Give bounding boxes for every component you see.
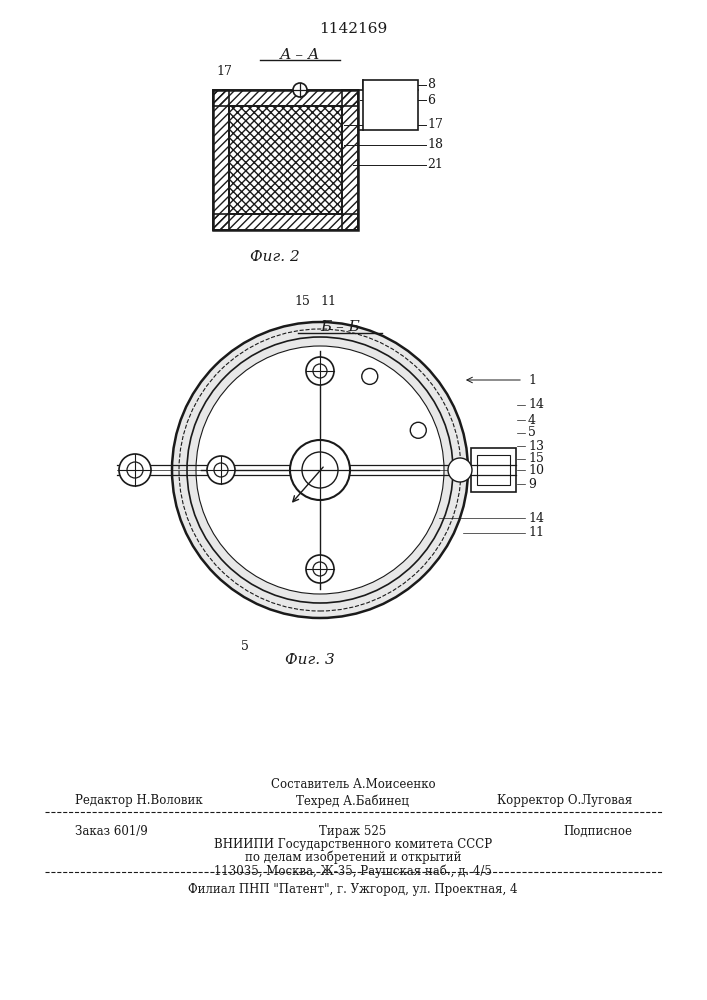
- Text: 15: 15: [528, 452, 544, 466]
- Circle shape: [214, 463, 228, 477]
- Circle shape: [290, 440, 350, 500]
- Circle shape: [293, 83, 307, 97]
- Text: Корректор О.Луговая: Корректор О.Луговая: [497, 794, 632, 807]
- Bar: [213, 90, 358, 106]
- Text: 8: 8: [428, 79, 436, 92]
- Text: 21: 21: [428, 158, 443, 172]
- Text: Составитель А.Моисеенко: Составитель А.Моисеенко: [271, 778, 436, 791]
- Text: Редактор Н.Воловик: Редактор Н.Воловик: [75, 794, 203, 807]
- Circle shape: [362, 368, 378, 384]
- Text: Подписное: Подписное: [563, 825, 632, 838]
- Circle shape: [306, 555, 334, 583]
- Bar: [228, 106, 341, 214]
- Text: 17: 17: [216, 65, 233, 78]
- Text: Б – Б: Б – Б: [320, 320, 360, 334]
- Bar: [341, 90, 358, 230]
- Text: 1: 1: [528, 373, 536, 386]
- PathPatch shape: [172, 322, 468, 618]
- Text: по делам изобретений и открытий: по делам изобретений и открытий: [245, 851, 461, 864]
- Circle shape: [306, 357, 334, 385]
- Text: 11: 11: [528, 526, 544, 540]
- Circle shape: [448, 458, 472, 482]
- Circle shape: [119, 454, 151, 486]
- Text: 6: 6: [428, 94, 436, 106]
- Text: 15: 15: [294, 295, 310, 308]
- Bar: [363, 80, 418, 130]
- Bar: [213, 90, 358, 230]
- Text: А – А: А – А: [280, 48, 320, 62]
- Text: Филиал ПНП "Патент", г. Ужгород, ул. Проектная, 4: Филиал ПНП "Патент", г. Ужгород, ул. Про…: [188, 883, 518, 896]
- Text: 1142169: 1142169: [319, 22, 387, 36]
- Text: 18: 18: [428, 138, 443, 151]
- Text: Фиг. 3: Фиг. 3: [285, 653, 335, 667]
- Text: 4: 4: [528, 414, 536, 426]
- Circle shape: [302, 452, 338, 488]
- Circle shape: [127, 462, 143, 478]
- Circle shape: [410, 422, 426, 438]
- Circle shape: [313, 364, 327, 378]
- Text: 14: 14: [528, 398, 544, 412]
- Circle shape: [207, 456, 235, 484]
- Text: Техред А.Бабинец: Техред А.Бабинец: [296, 794, 409, 808]
- Text: ВНИИПИ Государственного комитета СССР: ВНИИПИ Государственного комитета СССР: [214, 838, 492, 851]
- Text: 17: 17: [428, 118, 443, 131]
- Text: 10: 10: [528, 464, 544, 477]
- Text: 14: 14: [528, 512, 544, 524]
- Text: 13: 13: [528, 440, 544, 452]
- Circle shape: [313, 562, 327, 576]
- Text: 11: 11: [320, 295, 336, 308]
- Text: Заказ 601/9: Заказ 601/9: [75, 825, 148, 838]
- Bar: [213, 214, 358, 230]
- Text: 113035, Москва, Ж-35, Раушская наб., д. 4/5: 113035, Москва, Ж-35, Раушская наб., д. …: [214, 864, 492, 878]
- Text: 9: 9: [528, 478, 536, 490]
- Text: Фиг. 2: Фиг. 2: [250, 250, 300, 264]
- Bar: [228, 106, 341, 214]
- Bar: [477, 455, 510, 485]
- Text: 5: 5: [241, 640, 249, 653]
- Bar: [471, 448, 516, 492]
- Text: 5: 5: [528, 426, 536, 440]
- Text: Тираж 525: Тираж 525: [320, 825, 387, 838]
- Bar: [213, 90, 228, 230]
